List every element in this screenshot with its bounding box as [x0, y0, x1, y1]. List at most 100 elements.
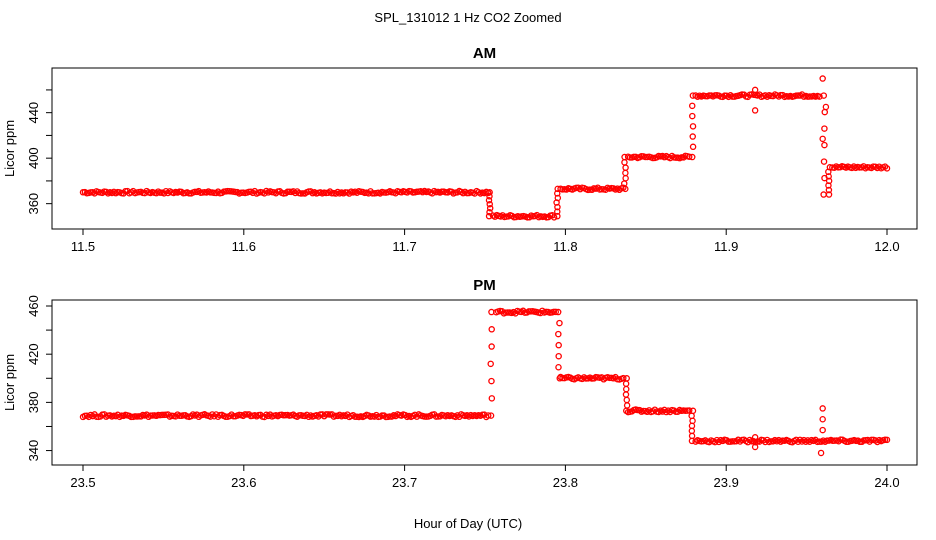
am-data-point [821, 141, 828, 149]
pm-data-point [819, 426, 826, 434]
pm-data-point [819, 415, 826, 423]
am-data-point [554, 185, 561, 193]
am-data-point [621, 153, 628, 161]
am-y-tick-label: 440 [26, 102, 41, 124]
am-x-tick-label: 11.5 [71, 239, 95, 254]
pm-x-tick-label: 23.6 [231, 475, 256, 490]
pm-data-point [751, 443, 759, 451]
am-data-point [621, 159, 628, 166]
am-y-tick-label: 360 [26, 193, 41, 215]
pm-data-point [688, 412, 695, 420]
am-y-tick-label: 400 [26, 147, 41, 169]
am-data-point [820, 191, 827, 198]
am-x-tick-label: 11.8 [553, 239, 577, 254]
pm-data-point [817, 449, 825, 457]
pm-data-point [487, 412, 495, 419]
am-data-point [622, 169, 629, 177]
am-data-point [486, 204, 494, 212]
am-data-point [485, 196, 493, 204]
pm-data-point [688, 437, 696, 445]
pm-data-point [488, 326, 495, 333]
am-data-point [486, 200, 493, 208]
am-x-tick-label: 11.7 [392, 239, 416, 254]
pm-data-point [623, 385, 630, 393]
am-data-point [486, 208, 493, 216]
pm-data-point [622, 380, 630, 387]
am-x-tick-label: 12.0 [874, 239, 899, 254]
am-data-point [688, 102, 696, 110]
am-panel: AM 11.5 11.6 11.7 11.8 11.9 12.0 360 400 440 Licor… [2, 45, 918, 254]
am-y-axis-label: Licor ppm [2, 120, 17, 177]
figure-title: SPL_131012 1 Hz CO2 Zoomed [374, 10, 561, 25]
am-data-points [79, 75, 891, 221]
am-data-point [486, 193, 493, 200]
am-data-point [485, 212, 493, 220]
pm-data-point [556, 319, 563, 327]
am-data-point [825, 191, 833, 198]
pm-data-point [623, 407, 630, 415]
am-plot-frame [51, 67, 918, 230]
pm-x-tick-label: 23.8 [553, 475, 578, 490]
am-x-tick-label: 11.9 [714, 239, 738, 254]
pm-data-point [487, 360, 494, 368]
am-data-point [689, 153, 696, 161]
am-data-point [689, 112, 696, 120]
am-data-point [751, 107, 759, 114]
pm-x-tick-label: 23.7 [392, 475, 417, 490]
am-data-point [689, 123, 697, 130]
figure-x-axis-label: Hour of Day (UTC) [414, 516, 522, 531]
am-data-point [826, 164, 834, 171]
am-data-point [820, 158, 828, 165]
pm-data-point [623, 375, 630, 382]
am-data-point [622, 164, 629, 171]
am-data-point [689, 92, 697, 99]
am-data-point [685, 153, 693, 160]
am-data-point [689, 143, 697, 151]
pm-y-tick-label: 340 [26, 440, 41, 462]
pm-data-point [819, 405, 826, 412]
am-data-point [751, 86, 759, 94]
am-data-point [689, 133, 696, 140]
pm-data-point [883, 436, 891, 444]
pm-data-point [623, 396, 631, 404]
pm-y-tick-label: 380 [26, 392, 41, 414]
am-panel-title: AM [473, 45, 496, 62]
am-data-point [822, 103, 830, 111]
am-data-point [486, 189, 493, 196]
pm-data-point [484, 412, 492, 419]
am-data-point [819, 135, 826, 143]
am-data-point [821, 108, 829, 116]
pm-data-point [488, 377, 495, 385]
am-data-point [550, 214, 558, 221]
pm-y-axis-label: Licor ppm [2, 354, 17, 411]
am-data-point [821, 125, 828, 132]
pm-y-tick-label: 420 [26, 343, 41, 365]
pm-panel-title: PM [473, 277, 496, 294]
pm-data-point [552, 308, 560, 316]
pm-data-point [620, 374, 627, 382]
am-data-point [820, 92, 828, 99]
pm-data-point [555, 341, 562, 349]
pm-x-tick-label: 23.5 [70, 475, 95, 490]
pm-plot-frame [51, 299, 918, 466]
pm-data-points [79, 307, 891, 457]
pm-data-point [555, 363, 562, 371]
pm-panel: PM 23.5 23.6 23.7 23.8 23.9 24.0 340 380 420 460 Li… [2, 277, 918, 490]
pm-data-point [555, 352, 562, 360]
am-data-point [622, 175, 629, 182]
pm-data-point [751, 434, 759, 441]
pm-x-tick-label: 24.0 [874, 475, 899, 490]
pm-data-point [556, 375, 563, 382]
pm-data-point [623, 402, 631, 409]
am-data-point [816, 93, 823, 100]
am-data-point [883, 165, 891, 172]
pm-data-point [488, 395, 496, 402]
am-x-tick-label: 11.6 [232, 239, 256, 254]
pm-data-point [554, 308, 562, 316]
am-data-point [819, 75, 826, 82]
pm-data-point [555, 330, 562, 338]
pm-data-point [685, 407, 693, 414]
pm-data-point [488, 343, 495, 350]
pm-x-tick-label: 23.9 [714, 475, 739, 490]
